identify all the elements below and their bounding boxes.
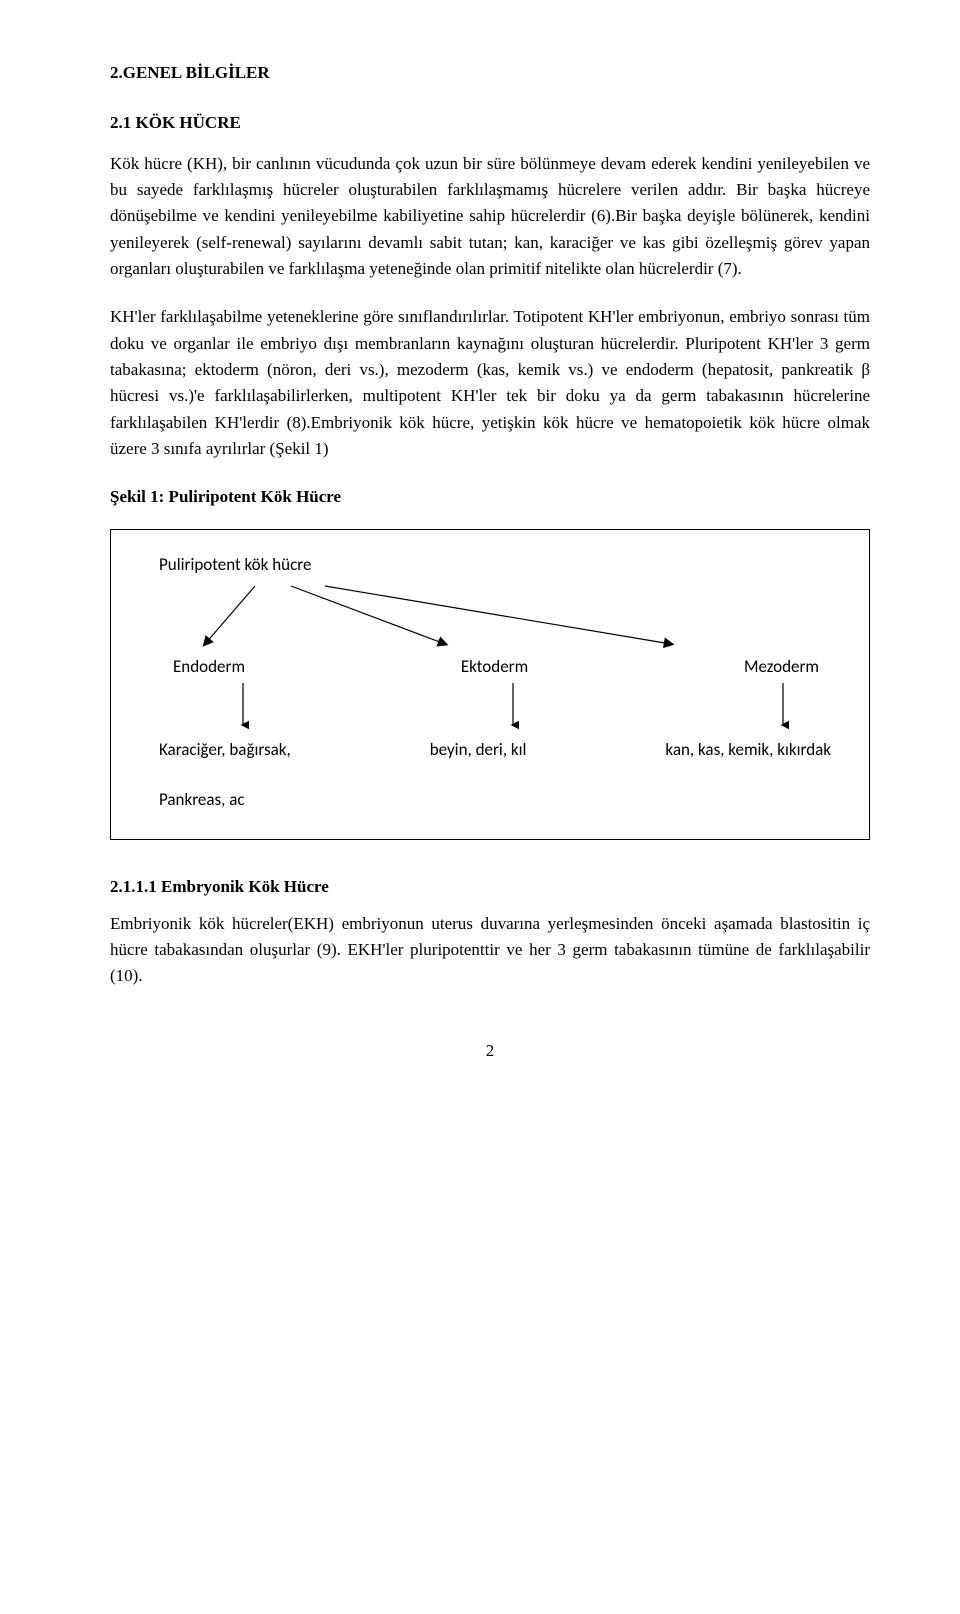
page-number: 2	[110, 1038, 870, 1064]
figure-1-title: Şekil 1: Puliripotent Kök Hücre	[110, 484, 870, 510]
diagram-level-2: Karaciğer, bağırsak, beyin, deri, kıl ka…	[159, 737, 841, 763]
section-heading: 2.GENEL BİLGİLER	[110, 60, 870, 86]
arrow-down-icon	[507, 681, 519, 737]
paragraph-2: KH'ler farklılaşabilme yeteneklerine gör…	[110, 304, 870, 462]
subsection-heading-1: 2.1 KÖK HÜCRE	[110, 110, 870, 136]
diagram-leaf-1: Karaciğer, bağırsak,	[159, 737, 291, 763]
diagram-down-arrows	[159, 681, 841, 737]
arrow-down-icon	[777, 681, 789, 737]
figure-1-diagram: Puliripotent kök hücre Endoderm Ektoderm…	[110, 529, 870, 840]
subsection-heading-2: 2.1.1.1 Embryonik Kök Hücre	[110, 874, 870, 900]
diagram-fan-arrows	[159, 584, 779, 654]
diagram-level-1: Endoderm Ektoderm Mezoderm	[159, 654, 841, 680]
paragraph-1: Kök hücre (KH), bir canlının vücudunda ç…	[110, 151, 870, 283]
paragraph-3: Embriyonik kök hücreler(EKH) embriyonun …	[110, 911, 870, 990]
arrow-down-icon	[237, 681, 249, 737]
diagram-node-mezoderm: Mezoderm	[744, 654, 819, 680]
diagram-leaf-3: kan, kas, kemik, kıkırdak	[665, 737, 831, 763]
diagram-extra-leaf: Pankreas, ac	[159, 787, 841, 813]
diagram-root-node: Puliripotent kök hücre	[159, 552, 841, 578]
diagram-leaf-2: beyin, deri, kıl	[430, 737, 527, 763]
diagram-node-endoderm: Endoderm	[173, 654, 245, 680]
diagram-node-ektoderm: Ektoderm	[461, 654, 528, 680]
